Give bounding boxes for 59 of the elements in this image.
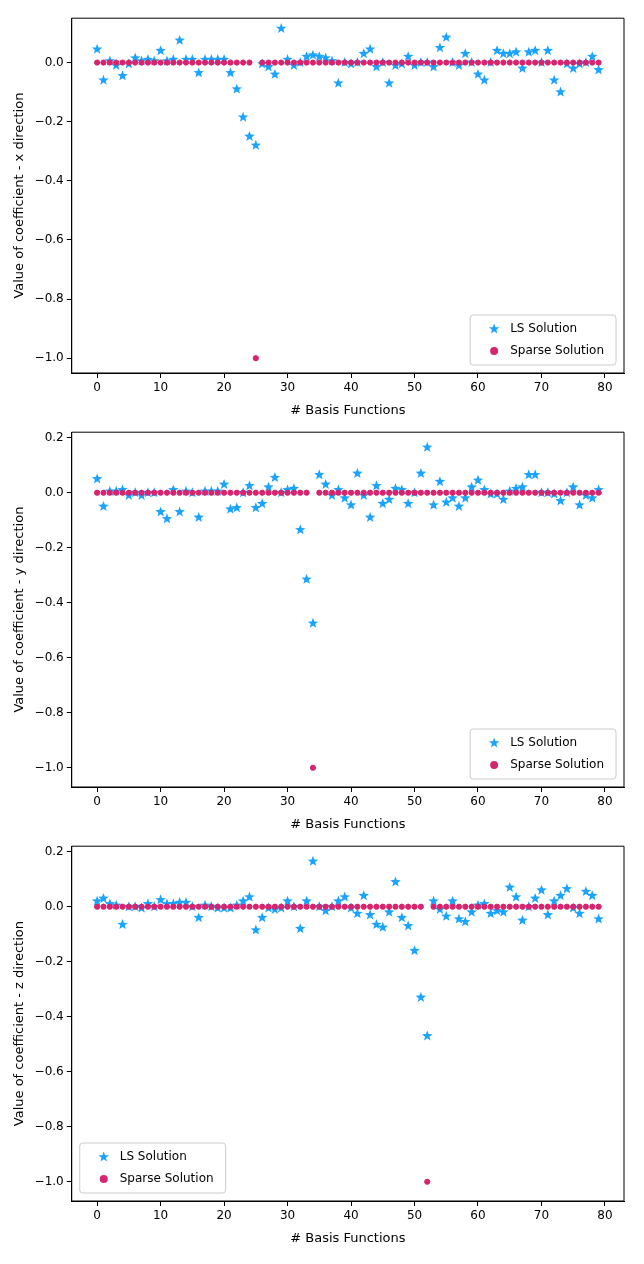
x-tick-label: 70 <box>533 380 550 395</box>
y-axis-title: Value of coefficient - x direction <box>11 92 27 299</box>
y-tick-label: 0.0 <box>44 898 64 913</box>
x-tick-label: 60 <box>470 794 486 809</box>
y-tick-label: 0.0 <box>44 484 64 499</box>
x-tick-label: 50 <box>406 380 423 395</box>
x-tick-label: 0 <box>93 1208 101 1223</box>
y-tick-label: −0.4 <box>34 172 64 187</box>
x-axis-title: # Basis Functions <box>290 401 406 417</box>
x-tick-label: 20 <box>216 380 232 395</box>
x-tick-label: 80 <box>597 1208 613 1223</box>
legend-label: Sparse Solution <box>510 757 604 772</box>
x-tick-label: 60 <box>470 380 486 395</box>
x-tick-label: 80 <box>597 794 613 809</box>
x-tick-label: 0 <box>93 794 101 809</box>
legend-label: LS Solution <box>119 1149 187 1164</box>
y-tick-label: −0.2 <box>34 539 64 554</box>
legend-label: LS Solution <box>510 321 578 336</box>
x-tick-label: 20 <box>216 1208 232 1223</box>
x-tick-label: 20 <box>216 794 232 809</box>
x-tick-label: 10 <box>152 380 169 395</box>
y-tick-label: −0.8 <box>34 1118 64 1133</box>
y-axis-title: Value of coefficient - z direction <box>11 921 27 1127</box>
y-tick-label: 0.2 <box>44 843 64 858</box>
y-tick-label: −0.2 <box>34 113 64 128</box>
x-tick-label: 40 <box>343 1208 359 1223</box>
y-tick-label: −0.8 <box>34 291 64 306</box>
x-tick-label: 0 <box>93 380 101 395</box>
y-tick-label: −1.0 <box>34 1173 64 1188</box>
y-axis-title: Value of coefficient - y direction <box>11 506 27 713</box>
x-axis-title: # Basis Functions <box>290 1229 406 1245</box>
x-tick-label: 70 <box>533 794 550 809</box>
y-tick-label: 0.0 <box>44 54 64 69</box>
x-tick-label: 40 <box>343 380 359 395</box>
y-tick-label: 0.2 <box>44 429 64 444</box>
y-tick-label: −0.2 <box>34 953 64 968</box>
x-tick-label: 60 <box>470 1208 486 1223</box>
x-axis-title: # Basis Functions <box>290 815 406 831</box>
x-tick-label: 80 <box>597 380 613 395</box>
x-tick-label: 30 <box>279 794 296 809</box>
y-tick-label: −1.0 <box>34 350 64 365</box>
y-tick-label: −0.6 <box>34 1063 64 1078</box>
y-tick-label: −0.4 <box>34 594 64 609</box>
y-tick-label: −0.8 <box>34 704 64 719</box>
legend-label: Sparse Solution <box>510 343 604 358</box>
x-tick-label: 10 <box>152 1208 169 1223</box>
y-tick-label: −0.4 <box>34 1008 64 1023</box>
x-tick-label: 10 <box>152 794 169 809</box>
x-tick-label: 30 <box>279 1208 296 1223</box>
legend-label: Sparse Solution <box>119 1171 214 1186</box>
x-tick-label: 50 <box>406 1208 423 1223</box>
y-tick-label: −1.0 <box>34 759 64 774</box>
x-tick-label: 70 <box>533 1208 550 1223</box>
legend-label: LS Solution <box>510 735 578 750</box>
y-tick-label: −0.6 <box>34 232 64 247</box>
y-tick-label: −0.6 <box>34 649 64 664</box>
x-tick-label: 30 <box>279 380 296 395</box>
x-tick-label: 50 <box>406 794 423 809</box>
x-tick-label: 40 <box>343 794 359 809</box>
